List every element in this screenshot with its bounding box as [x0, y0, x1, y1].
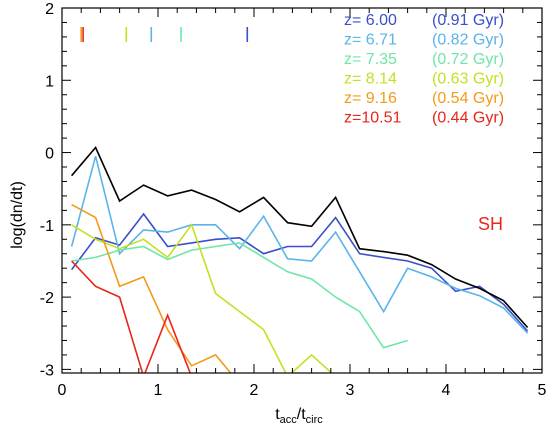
x-tick-label-3: 3 [346, 382, 355, 399]
series-line-5 [71, 260, 192, 373]
y-tick-label-3: -1 [40, 218, 54, 235]
legend-age-0: (0.91 Gyr) [432, 12, 504, 29]
y-tick-label-4: -2 [40, 290, 54, 307]
legend-layer: z= 6.00 (0.91 Gyr) z= 6.71 (0.82 Gyr) z= 7.3… [344, 12, 504, 127]
legend-age-4: (0.54 Gyr) [432, 90, 504, 107]
legend-redshift-5: z=10.51 [344, 110, 401, 127]
series-layer [70, 146, 529, 373]
x-axis-label-sep: /t [297, 406, 306, 423]
series-line-6 [70, 146, 529, 329]
y-tick-label-0: 2 [45, 1, 54, 18]
x-tick-label-4: 4 [442, 382, 451, 399]
legend-age-2: (0.72 Gyr) [432, 51, 504, 68]
marker-layer [80, 27, 249, 42]
x-tick-label-5: 5 [538, 382, 547, 399]
y-tick-label-5: -3 [40, 362, 54, 379]
legend-redshift-0: z= 6.00 [344, 12, 397, 29]
legend-redshift-4: z= 9.16 [344, 90, 397, 107]
legend-redshift-1: z= 6.71 [344, 32, 397, 49]
x-tick-label-0: 0 [58, 382, 67, 399]
legend-age-5: (0.44 Gyr) [432, 110, 504, 127]
series-line-1 [70, 155, 529, 334]
x-axis-label-sub-circ: circ [306, 414, 324, 426]
series-line-0 [70, 212, 529, 332]
x-axis-label-t: t [275, 406, 280, 423]
y-tick-label-2: 0 [45, 146, 54, 163]
x-axis-label: tacc/tcirc [275, 406, 323, 426]
y-tick-label-1: 1 [45, 73, 54, 90]
x-tick-label-2: 2 [250, 382, 259, 399]
series-line-2 [71, 242, 408, 349]
tick-layer: 0 1 2 3 4 5 2 1 0 -1 -2 -3 [40, 1, 547, 399]
legend-age-3: (0.63 Gyr) [432, 71, 504, 88]
y-axis-label: log(dn/dt) [9, 181, 26, 249]
legend-redshift-2: z= 7.35 [344, 51, 397, 68]
annotation-sh: SH [478, 214, 503, 234]
legend-redshift-3: z= 8.14 [344, 71, 397, 88]
x-tick-label-1: 1 [154, 382, 163, 399]
x-axis-label-sub-acc: acc [280, 414, 298, 426]
legend-age-1: (0.82 Gyr) [432, 32, 504, 49]
series-line-4 [71, 203, 232, 373]
plot-frame [61, 7, 543, 374]
